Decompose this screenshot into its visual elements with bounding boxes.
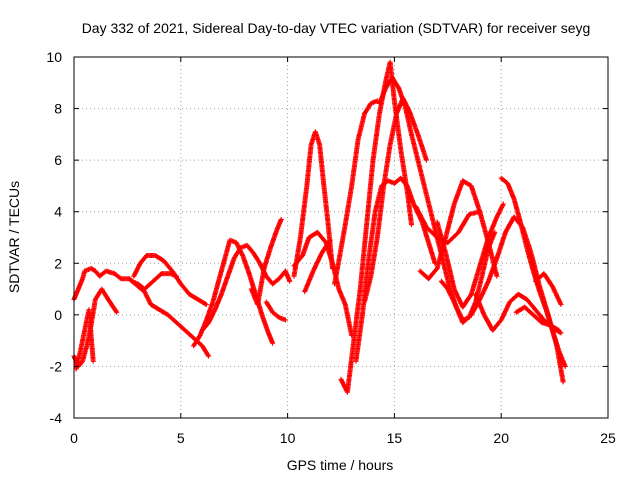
axis-ticks: 0 5 10 15 20 25 -4 -2 0 2 4 6 8 10 (46, 49, 616, 446)
data-point-markers (291, 129, 335, 279)
series-arc-13 (332, 98, 380, 287)
series-arc-5 (129, 271, 179, 292)
series-arc-24 (513, 304, 562, 333)
x-tick-label: 25 (600, 430, 616, 446)
series-arc-9 (263, 299, 288, 323)
y-tick-label: 8 (54, 101, 62, 117)
series-arc-10 (291, 129, 335, 279)
data-point-markers (332, 98, 380, 287)
data-point-markers (302, 237, 333, 295)
data-point-markers (73, 307, 96, 372)
x-tick-label: 15 (387, 430, 403, 446)
data-point-markers (291, 229, 355, 338)
series-arc-3 (73, 307, 96, 372)
series-arc-7 (199, 242, 293, 333)
y-tick-label: 6 (54, 152, 62, 168)
y-tick-label: -4 (50, 410, 63, 426)
data-point-markers (199, 242, 293, 333)
data-point-markers (434, 201, 506, 310)
data-point-markers (263, 299, 288, 323)
x-tick-label: 10 (280, 430, 296, 446)
chart-title: Day 332 of 2021, Sidereal Day-to-day VTE… (82, 20, 591, 36)
series-arc-8 (248, 216, 284, 307)
series-arc-25 (532, 271, 564, 307)
y-tick-label: 2 (54, 255, 62, 271)
data-point-markers (532, 271, 564, 307)
data-point-markers (248, 216, 284, 307)
y-tick-label: 10 (46, 49, 62, 65)
x-axis-label: GPS time / hours (287, 457, 394, 473)
series-arc-11 (291, 229, 355, 338)
x-tick-label: 0 (70, 430, 78, 446)
y-tick-label: 0 (54, 307, 62, 323)
y-tick-label: -2 (50, 358, 63, 374)
x-tick-label: 5 (177, 430, 185, 446)
x-tick-label: 20 (493, 430, 509, 446)
data-point-markers (129, 271, 179, 292)
y-tick-label: 4 (54, 204, 62, 220)
plot-frame (73, 56, 609, 419)
series-arc-20 (434, 201, 506, 310)
data-point-markers (513, 304, 562, 333)
y-axis-label: SDTVAR / TECUs (6, 181, 22, 293)
series-arc-12 (302, 237, 333, 295)
